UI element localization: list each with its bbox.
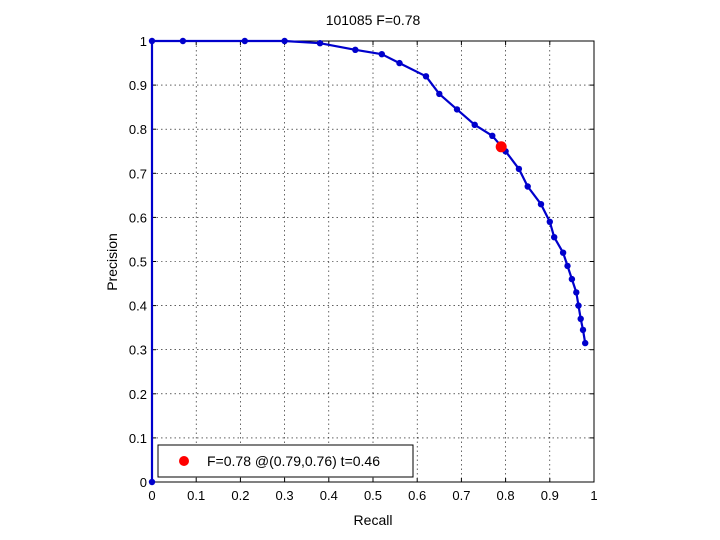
pr-curve-point [436, 90, 443, 98]
pr-curve-point [316, 40, 324, 47]
pr-curve-point [579, 326, 587, 334]
y-tick-label: 0.4 [129, 299, 147, 314]
x-tick-label: 0.7 [452, 488, 470, 503]
x-tick-label: 0.3 [276, 488, 294, 503]
best-point-layer [495, 141, 507, 153]
y-tick-label: 0.2 [129, 387, 147, 402]
legend-marker [179, 456, 189, 466]
y-tick-label: 0 [140, 475, 147, 490]
pr-curve-point [148, 37, 156, 45]
x-tick-label: 0 [148, 488, 155, 503]
x-tick-label: 0.1 [187, 488, 205, 503]
pr-curve-point [551, 234, 558, 241]
x-tick-label: 0.5 [364, 488, 382, 503]
pr-curve-point [281, 37, 288, 45]
x-tick-label: 0.9 [541, 488, 559, 503]
best-f-point [495, 141, 507, 153]
pr-curve-point [352, 46, 359, 53]
axis-ticks: 0 0.1 0.2 0.3 0.4 0.5 0.6 0.7 0.8 0.9 1 0 0.1 0.2 0.3 0… [129, 34, 598, 503]
y-tick-label: 0.9 [129, 78, 147, 93]
x-tick-label: 1 [590, 488, 597, 503]
pr-curve-point [564, 262, 571, 270]
y-tick-label: 1 [140, 34, 147, 49]
pr-curve-point [453, 106, 461, 113]
x-tick-label: 0.2 [231, 488, 249, 503]
chart-title: 101085 F=0.78 [326, 12, 421, 28]
x-axis-title: Recall [354, 512, 393, 528]
y-tick-label: 0.8 [129, 122, 147, 137]
y-tick-label: 0.1 [129, 431, 147, 446]
legend: F=0.78 @(0.79,0.76) t=0.46 [157, 444, 414, 478]
y-tick-label: 0.6 [129, 210, 147, 225]
pr-curve-point [489, 132, 496, 139]
y-tick-label: 0.5 [129, 255, 147, 270]
x-tick-label: 0.6 [408, 488, 426, 503]
pr-curve-point [537, 201, 545, 208]
pr-curve-point [471, 121, 478, 128]
pr-curve-point [577, 315, 584, 322]
pr-curve-point [378, 51, 385, 58]
y-axis-title: Precision [104, 233, 120, 291]
pr-curve-point [515, 165, 523, 173]
pr-curve-point [524, 183, 531, 190]
pr-curve-point [559, 249, 567, 256]
pr-curve-point [573, 289, 580, 296]
legend-label: F=0.78 @(0.79,0.76) t=0.46 [207, 453, 380, 469]
pr-curve-point [396, 59, 403, 67]
pr-curve-point [582, 339, 589, 347]
pr-curve-point [179, 37, 187, 45]
pr-curve-point [422, 73, 430, 80]
pr-curve-point [148, 478, 156, 486]
x-tick-label: 0.4 [320, 488, 338, 503]
pr-curve-point [241, 37, 248, 45]
pr-curve-point [568, 275, 576, 283]
pr-curve-point [575, 302, 582, 309]
pr-curve-point [546, 218, 553, 225]
x-tick-label: 0.8 [497, 488, 515, 503]
legend-box [157, 444, 414, 478]
y-tick-label: 0.7 [129, 166, 147, 181]
y-tick-label: 0.3 [129, 343, 147, 358]
